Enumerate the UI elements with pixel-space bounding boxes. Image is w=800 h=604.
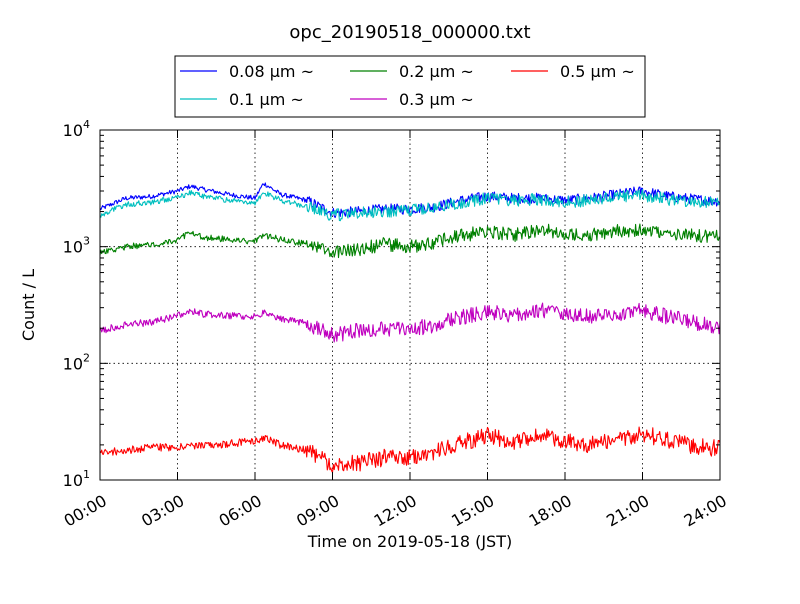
legend-label: 0.1 μm ~ [229, 90, 304, 109]
x-tick-label: 18:00 [526, 491, 575, 531]
x-tick-label: 12:00 [371, 491, 420, 531]
series-line [99, 302, 721, 343]
series-line [99, 426, 721, 474]
y-tick-label: 104 [63, 118, 90, 140]
legend-label: 0.08 μm ~ [229, 62, 314, 81]
legend-label: 0.5 μm ~ [560, 62, 635, 81]
series-layer [99, 182, 721, 474]
series-line [99, 182, 721, 219]
series-line [99, 223, 721, 259]
legend-label: 0.3 μm ~ [399, 90, 474, 109]
legend: 0.08 μm ~ 0.1 μm ~ 0.2 μm ~ 0.3 μm ~ 0.5 μm … [174, 55, 646, 118]
y-tick-label: 102 [63, 351, 90, 373]
chart-title: opc_20190518_000000.txt [289, 22, 530, 43]
series-line [99, 188, 721, 222]
x-tick-label: 00:00 [61, 491, 110, 531]
legend-label: 0.2 μm ~ [399, 62, 474, 81]
x-tick-label: 09:00 [293, 491, 342, 531]
x-axis-label: Time on 2019-05-18 (JST) [307, 532, 512, 551]
x-tick-label: 21:00 [603, 491, 652, 531]
y-tick-label: 101 [63, 468, 90, 490]
x-tick-label: 03:00 [138, 491, 187, 531]
x-tick-label: 15:00 [448, 491, 497, 531]
x-tick-label: 24:00 [681, 491, 730, 531]
y-axis-label: Count / L [19, 269, 38, 341]
x-tick-label: 06:00 [216, 491, 265, 531]
y-tick-label: 103 [63, 235, 90, 257]
legend-frame [174, 55, 646, 118]
